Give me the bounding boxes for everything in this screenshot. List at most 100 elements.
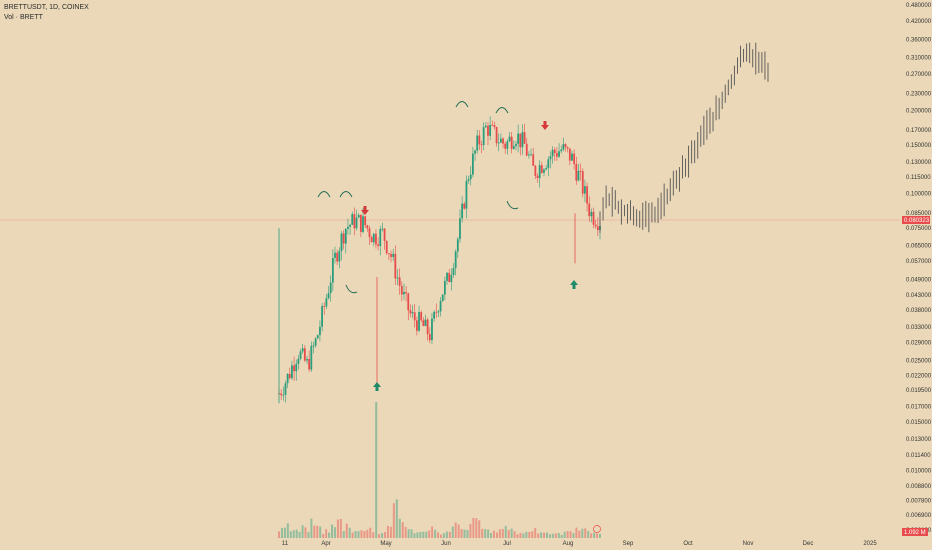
volume-bars (278, 402, 601, 538)
symbol-title[interactable]: BRETTUSDT, 1D, COINEX (4, 4, 89, 11)
buy-arrow-icon (375, 387, 379, 391)
volume-bar (386, 525, 389, 538)
volume-bar (434, 529, 437, 538)
price-tag-label: 0.080323 (904, 218, 930, 224)
candle-body (560, 149, 563, 152)
time-tick-label: Aug (563, 541, 574, 547)
time-tick-label: Jun (441, 541, 451, 547)
candle-body (338, 250, 341, 262)
candle-body (325, 298, 328, 307)
candle-body (420, 312, 423, 321)
buy-arrow-icon (570, 280, 578, 285)
projection-bars (599, 42, 769, 233)
volume-bar (460, 528, 463, 538)
volume-bar (333, 527, 336, 538)
candle-body (596, 226, 599, 231)
candle-body (474, 150, 476, 154)
volume-bar (422, 531, 425, 538)
candle-body (469, 174, 472, 180)
volume-bar (575, 527, 578, 538)
volume-bar (469, 523, 472, 538)
volume-bar (395, 499, 398, 538)
candle-body (439, 301, 442, 312)
candle-body (448, 272, 451, 283)
candle-body (456, 239, 459, 252)
volume-bar (345, 523, 348, 538)
candle-body (426, 319, 429, 335)
price-tick-label: 0.170000 (906, 128, 932, 134)
volume-bar (525, 531, 528, 538)
volume-bar (593, 532, 596, 538)
candle-body (463, 203, 466, 209)
volume-title[interactable]: Vol · BRETT (4, 14, 43, 21)
candle-body (441, 294, 444, 302)
candle-body (556, 153, 558, 157)
price-tick-label: 0.360000 (906, 38, 932, 44)
candle-body (342, 233, 345, 244)
candle-body (478, 135, 481, 145)
volume-bar (372, 532, 375, 538)
price-axis[interactable]: 0.480000 0.420000 0.360000 0.310000 0.270000… (902, 3, 932, 536)
candle-body (435, 311, 438, 313)
volume-bar (451, 526, 454, 538)
price-tick-label: 0.038000 (906, 308, 932, 314)
candle-body (329, 282, 332, 294)
price-tick-label: 0.025000 (906, 358, 932, 364)
candle-body (534, 165, 537, 176)
candle-body (508, 136, 511, 142)
time-tick-label: Jul (503, 541, 511, 547)
annotations (317, 101, 578, 391)
candle-body (353, 214, 356, 229)
candle-body (476, 135, 479, 151)
volume-bar (587, 531, 590, 538)
candle-body (415, 320, 418, 331)
volume-bar (566, 530, 569, 538)
candle-body (297, 358, 300, 364)
volume-bar (466, 529, 469, 538)
price-tick-label: 0.013000 (906, 437, 932, 443)
pattern-arc (339, 191, 353, 198)
candle-body (424, 319, 427, 326)
candle-body (590, 211, 593, 217)
candle-body (282, 394, 285, 396)
sell-arrow-icon (361, 210, 369, 215)
flag-icon (593, 525, 601, 533)
price-tick-label: 0.310000 (906, 56, 932, 62)
time-axis[interactable]: 11 Apr May Jun Jul Aug Sep Oct Nov Dec 2025 (282, 541, 877, 547)
volume-bar (378, 534, 381, 538)
candle-body (368, 228, 371, 238)
candle-body (452, 268, 455, 276)
volume-bar (407, 529, 410, 538)
candle-body (489, 124, 492, 136)
candle-body (381, 228, 384, 230)
candle-body (400, 285, 403, 295)
volume-tag-label: 1.092 M (904, 530, 926, 536)
buy-arrow-icon (572, 285, 576, 289)
candle-body (375, 233, 377, 245)
candle-body (383, 228, 386, 241)
volume-bar (516, 534, 519, 538)
candle-body (584, 186, 586, 194)
candle-body (530, 154, 532, 156)
candle-body (446, 272, 448, 281)
price-tick-label: 0.011400 (906, 453, 931, 459)
candle-body (499, 138, 502, 143)
candle-body (579, 170, 582, 172)
candle-body (306, 359, 308, 361)
volume-bar (504, 526, 507, 538)
candle-body (385, 240, 388, 254)
volume-bar (313, 525, 316, 538)
candle-body (540, 165, 543, 173)
volume-bar (498, 529, 501, 538)
candle-body (586, 186, 588, 204)
candle-body (581, 171, 584, 194)
candle-body (336, 252, 339, 262)
price-tick-label: 0.420000 (906, 19, 932, 25)
candle-body (351, 214, 354, 225)
price-tick-label: 0.043000 (906, 293, 932, 299)
price-tick-label: 0.022000 (906, 374, 932, 380)
volume-bar (534, 528, 537, 538)
candle-body (588, 203, 591, 217)
volume-bar (481, 528, 484, 538)
